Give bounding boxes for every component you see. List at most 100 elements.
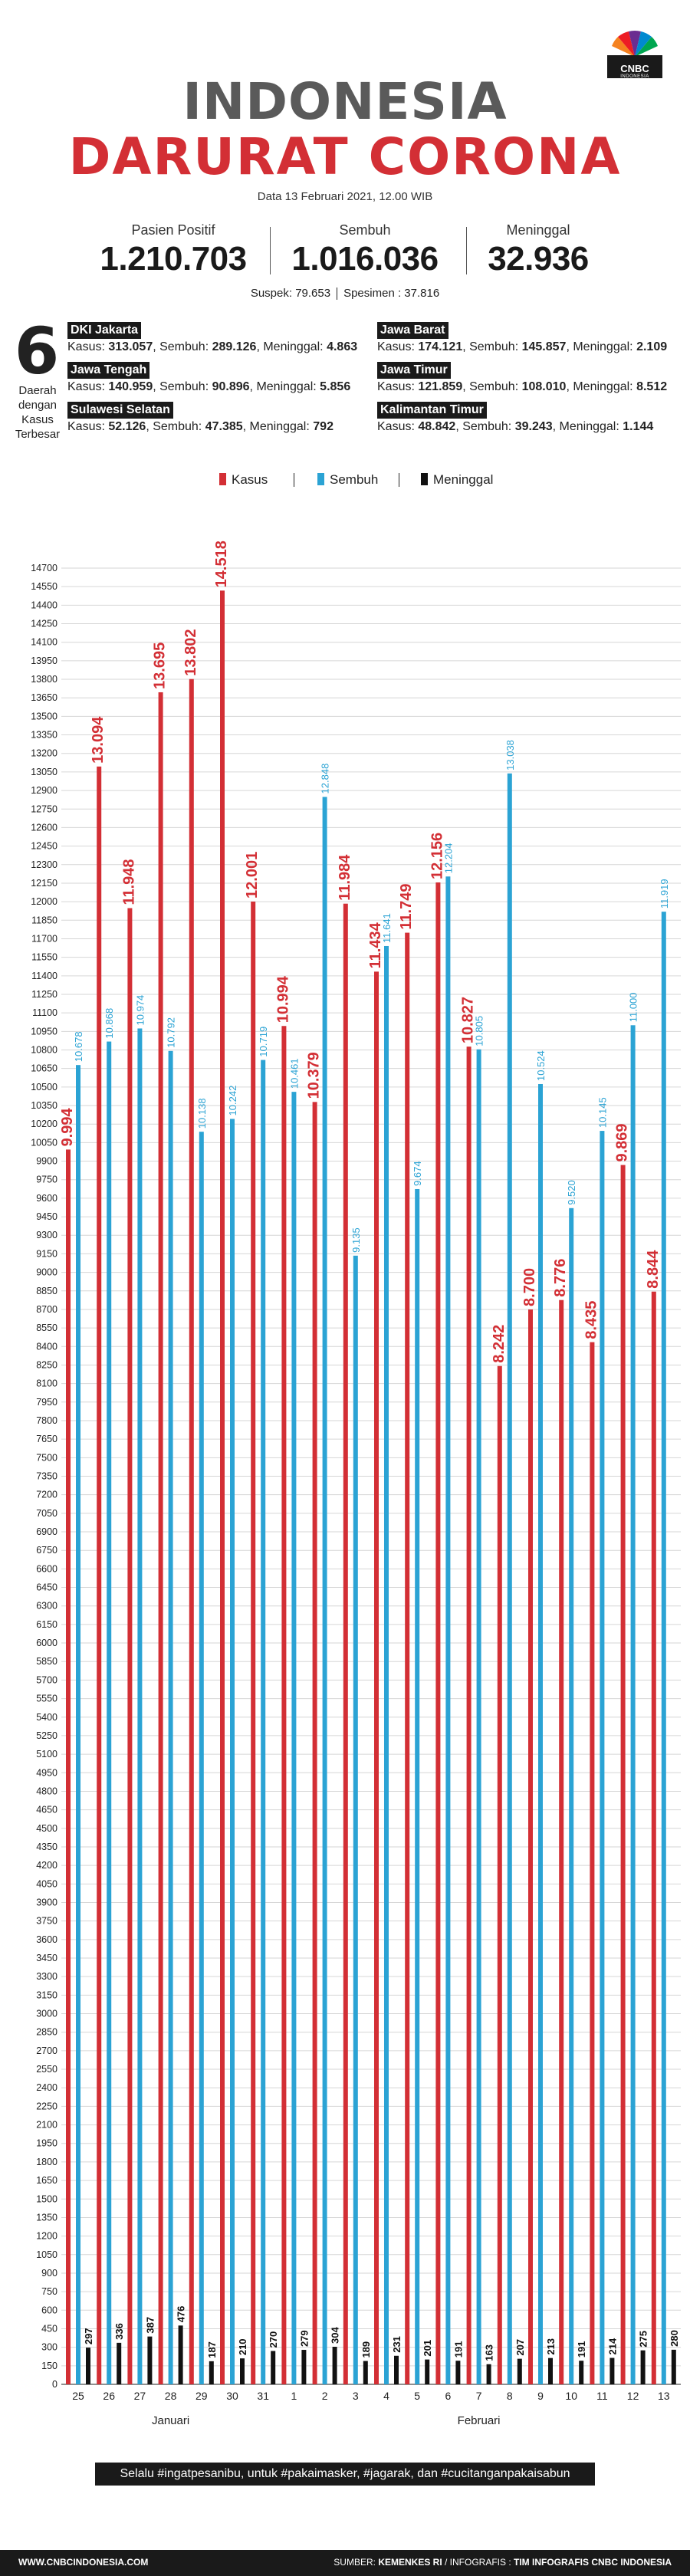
x-tick-label: 8 (507, 2390, 513, 2402)
bar-kasus (220, 590, 225, 2384)
x-tick-label: 4 (383, 2390, 389, 2402)
data-label-sembuh: 10.145 (596, 1097, 608, 1128)
x-tick-label: 28 (165, 2390, 177, 2402)
bar-meninggal (548, 2358, 553, 2384)
bar-kasus (312, 1102, 317, 2384)
data-label-sembuh: 10.524 (535, 1050, 547, 1081)
y-tick-label: 3000 (36, 2009, 58, 2019)
y-tick-label: 14400 (31, 600, 58, 610)
y-tick-label: 1950 (36, 2138, 58, 2149)
footer-site: WWW.CNBCINDONESIA.COM (18, 2557, 149, 2568)
y-tick-label: 10650 (31, 1063, 58, 1074)
y-tick-label: 4800 (36, 1786, 58, 1796)
y-tick-label: 5400 (36, 1712, 58, 1723)
data-label-sembuh: 9.520 (566, 1180, 577, 1205)
y-tick-label: 7200 (36, 1490, 58, 1500)
bar-sembuh (507, 773, 512, 2384)
data-label-meninggal: 191 (452, 2341, 464, 2358)
data-label-kasus: 8.844 (645, 1250, 662, 1289)
y-tick-label: 10800 (31, 1045, 58, 1056)
region-stats: Kasus: 313.057, Sembuh: 289.126, Meningg… (67, 340, 358, 353)
bar-sembuh (600, 1131, 605, 2384)
y-tick-label: 10500 (31, 1082, 58, 1092)
slogan-banner: Selalu #ingatpesanibu, untuk #pakaimaske… (95, 2463, 595, 2486)
bar-kasus (158, 692, 163, 2384)
x-tick-label: 29 (196, 2390, 208, 2402)
bar-sembuh (76, 1065, 80, 2384)
y-tick-label: 12900 (31, 785, 58, 796)
data-label-sembuh: 10.805 (474, 1016, 485, 1046)
y-tick-label: 5550 (36, 1694, 58, 1704)
bar-kasus (343, 903, 348, 2384)
y-tick-label: 9750 (36, 1175, 58, 1185)
y-tick-label: 14250 (31, 619, 58, 629)
data-label-sembuh: 9.135 (350, 1227, 362, 1253)
legend-kasus: Kasus (219, 471, 268, 489)
data-label-sembuh: 10.868 (104, 1008, 115, 1039)
legend-sembuh-swatch (317, 473, 324, 485)
bar-kasus (405, 932, 410, 2384)
bar-sembuh (322, 797, 327, 2384)
y-tick-label: 900 (41, 2268, 58, 2279)
y-tick-label: 3300 (36, 1971, 58, 1982)
y-tick-label: 4500 (36, 1823, 58, 1834)
data-label-kasus: 10.994 (274, 975, 291, 1023)
bar-kasus (620, 1165, 626, 2384)
data-label-kasus: 9.994 (59, 1107, 76, 1146)
stat-sembuh: Sembuh 1.016.036 (273, 222, 457, 278)
region-dki-jakarta: DKI Jakarta Kasus: 313.057, Sembuh: 289.… (67, 322, 389, 356)
title-line-2: DARURAT CORONA (68, 127, 622, 186)
data-label-sembuh: 11.641 (381, 913, 393, 943)
region-name: Jawa Barat (377, 322, 449, 339)
data-label-kasus: 8.700 (521, 1268, 538, 1306)
y-tick-label: 12000 (31, 896, 58, 907)
y-tick-label: 8550 (36, 1322, 58, 1333)
x-tick-label: 30 (226, 2390, 238, 2402)
data-label-kasus: 11.948 (120, 859, 137, 905)
bar-kasus (466, 1046, 472, 2384)
spesimen-text: Spesimen : 37.816 (343, 287, 440, 300)
y-tick-label: 5850 (36, 1656, 58, 1667)
y-tick-label: 150 (41, 2361, 58, 2371)
region-jawa-barat: Jawa Barat Kasus: 174.121, Sembuh: 145.8… (377, 322, 690, 356)
bar-sembuh (107, 1041, 112, 2384)
y-tick-label: 6900 (36, 1526, 58, 1537)
region-name: Jawa Timur (377, 362, 451, 379)
stat-positif-value: 1.210.703 (100, 240, 247, 278)
data-label-sembuh: 10.461 (288, 1058, 300, 1089)
bar-meninggal (117, 2342, 122, 2384)
y-tick-label: 6000 (36, 1638, 58, 1648)
y-tick-label: 14550 (31, 581, 58, 592)
suspek-text: Suspek: 79.653 (250, 287, 331, 300)
y-tick-label: 10950 (31, 1026, 58, 1037)
bar-sembuh (230, 1119, 235, 2384)
y-tick-label: 2100 (36, 2120, 58, 2131)
data-label-kasus: 14.518 (213, 540, 230, 587)
y-tick-label: 8100 (36, 1378, 58, 1389)
region-name: Sulawesi Selatan (67, 402, 173, 419)
bar-kasus (97, 766, 102, 2384)
data-label-kasus: 8.776 (552, 1259, 569, 1297)
data-label-meninggal: 189 (360, 2341, 372, 2358)
y-tick-label: 3750 (36, 1916, 58, 1927)
legend-sembuh-label: Sembuh (330, 472, 379, 487)
y-tick-label: 0 (52, 2379, 58, 2390)
x-tick-label: 27 (134, 2390, 146, 2402)
y-tick-label: 8400 (36, 1341, 58, 1352)
y-tick-label: 12150 (31, 878, 58, 889)
data-label-meninggal: 304 (330, 2327, 341, 2344)
footer-source: SUMBER: KEMENKES RI / INFOGRAFIS : TIM I… (334, 2557, 672, 2568)
bar-sembuh (630, 1025, 636, 2384)
data-label-meninggal: 275 (638, 2331, 649, 2348)
y-tick-label: 6300 (36, 1601, 58, 1612)
region-stats: Kasus: 140.959, Sembuh: 90.896, Meningga… (67, 380, 351, 393)
y-tick-label: 5100 (36, 1749, 58, 1760)
cnbc-peacock-logo-icon (607, 31, 662, 78)
y-tick-label: 450 (41, 2323, 58, 2334)
data-label-sembuh: 11.919 (659, 879, 670, 909)
y-tick-label: 11700 (31, 933, 58, 944)
y-tick-label: 13200 (31, 748, 58, 759)
y-tick-label: 2700 (36, 2045, 58, 2056)
legend-meninggal: Meninggal (421, 471, 493, 489)
y-tick-label: 1500 (36, 2193, 58, 2204)
